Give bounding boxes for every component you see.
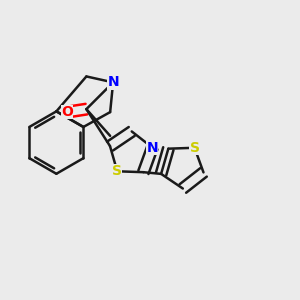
Text: S: S [112,164,122,178]
Text: N: N [147,141,158,154]
Text: O: O [61,105,73,119]
Text: N: N [107,75,119,89]
Text: S: S [190,141,200,155]
